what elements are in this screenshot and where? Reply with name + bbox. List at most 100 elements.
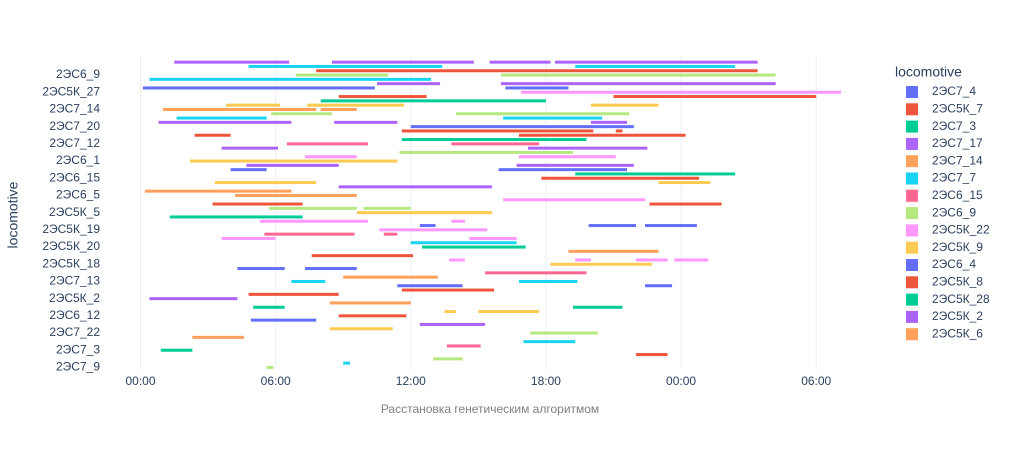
bar bbox=[588, 224, 637, 228]
legend-label[interactable]: 2ЭС7_7 bbox=[932, 171, 976, 185]
legend-swatch[interactable] bbox=[906, 224, 918, 237]
bar bbox=[636, 258, 668, 262]
bar bbox=[485, 271, 587, 275]
legend-swatch[interactable] bbox=[906, 189, 918, 202]
legend-label[interactable]: 2ЭС6_15 bbox=[932, 188, 983, 202]
legend-swatch[interactable] bbox=[906, 137, 918, 150]
legend-swatch[interactable] bbox=[906, 155, 918, 168]
legend-label[interactable]: 2ЭС7_3 bbox=[932, 119, 976, 133]
bar bbox=[397, 284, 463, 288]
bar bbox=[615, 129, 623, 133]
bar bbox=[329, 301, 411, 305]
bar bbox=[169, 215, 303, 219]
legend-label[interactable]: 2ЭС5К_22 bbox=[932, 223, 990, 237]
bar bbox=[163, 107, 317, 111]
y-tick-label: 2ЭС5К_2 bbox=[49, 291, 100, 305]
x-tick-label: 06:00 bbox=[801, 374, 831, 388]
legend-label[interactable]: 2ЭС5К_6 bbox=[932, 326, 983, 340]
bar bbox=[307, 103, 405, 107]
bar bbox=[590, 103, 659, 107]
bar bbox=[192, 335, 245, 339]
legend-swatch[interactable] bbox=[906, 276, 918, 289]
bar bbox=[226, 103, 281, 107]
bar bbox=[505, 86, 569, 90]
bar bbox=[194, 133, 231, 137]
bar bbox=[433, 357, 463, 361]
bar bbox=[410, 241, 517, 245]
x-tick-label: 18:00 bbox=[531, 374, 561, 388]
legend-label[interactable]: 2ЭС5К_28 bbox=[932, 292, 990, 306]
bar bbox=[311, 254, 414, 258]
legend-swatch[interactable] bbox=[906, 86, 918, 98]
legend-swatch[interactable] bbox=[906, 241, 918, 254]
bar bbox=[338, 95, 427, 99]
x-axis-title: Расстановка генетическим алгоритмом bbox=[381, 402, 599, 416]
y-tick-label: 2ЭС6_12 bbox=[49, 308, 100, 322]
legend-label[interactable]: 2ЭС5К_7 bbox=[932, 101, 983, 115]
legend-swatch[interactable] bbox=[906, 310, 918, 323]
bar bbox=[237, 267, 285, 271]
bar bbox=[190, 159, 398, 163]
legend-swatch[interactable] bbox=[906, 120, 918, 133]
bar bbox=[399, 150, 573, 154]
bar bbox=[636, 353, 668, 357]
bar bbox=[379, 228, 488, 232]
legend-swatch[interactable] bbox=[906, 103, 918, 116]
bar bbox=[250, 318, 317, 322]
bar bbox=[521, 90, 841, 94]
legend-label[interactable]: 2ЭС6_4 bbox=[932, 257, 976, 271]
bar bbox=[338, 314, 407, 318]
legend-label[interactable]: 2ЭС6_9 bbox=[932, 205, 976, 219]
bar bbox=[286, 142, 369, 146]
legend-swatch[interactable] bbox=[906, 328, 918, 341]
legend-label[interactable]: 2ЭС5К_8 bbox=[932, 274, 983, 288]
bar bbox=[221, 236, 276, 240]
legend-swatch[interactable] bbox=[906, 293, 918, 306]
y-tick-label: 2ЭС5К_5 bbox=[49, 205, 100, 219]
bar bbox=[291, 279, 326, 283]
x-tick-label: 06:00 bbox=[261, 374, 291, 388]
legend-label[interactable]: 2ЭС5К_2 bbox=[932, 309, 983, 323]
legend-swatch[interactable] bbox=[906, 259, 918, 271]
legend-swatch[interactable] bbox=[906, 207, 918, 220]
y-tick-label: 2ЭС6_9 bbox=[56, 67, 100, 81]
bar bbox=[469, 236, 517, 240]
bar bbox=[613, 95, 817, 99]
bar bbox=[658, 181, 711, 185]
bar bbox=[575, 258, 591, 262]
bar bbox=[674, 258, 709, 262]
bar bbox=[320, 107, 357, 111]
bar bbox=[401, 138, 587, 142]
bar bbox=[253, 305, 285, 309]
legend-label[interactable]: 2ЭС7_17 bbox=[932, 136, 983, 150]
bar bbox=[316, 69, 758, 73]
bar bbox=[575, 64, 736, 68]
bar bbox=[259, 219, 369, 223]
bar bbox=[246, 163, 339, 167]
bar bbox=[645, 284, 673, 288]
bar bbox=[645, 224, 697, 228]
y-tick-label: 2ЭС5К_19 bbox=[42, 222, 100, 236]
bar bbox=[419, 224, 436, 228]
legend-label[interactable]: 2ЭС7_14 bbox=[932, 153, 983, 167]
bar bbox=[530, 331, 598, 335]
bar bbox=[266, 365, 274, 369]
legend-title: locomotive bbox=[895, 64, 962, 80]
bar bbox=[444, 310, 456, 314]
bar bbox=[419, 322, 486, 326]
bar bbox=[149, 297, 238, 301]
bar bbox=[304, 155, 357, 159]
legend-swatch[interactable] bbox=[906, 172, 918, 185]
bar bbox=[498, 168, 628, 172]
bar bbox=[568, 249, 659, 253]
x-tick-label: 12:00 bbox=[396, 374, 426, 388]
bar bbox=[334, 120, 398, 124]
bar bbox=[451, 219, 465, 223]
legend-label[interactable]: 2ЭС7_4 bbox=[932, 84, 976, 98]
bar bbox=[356, 211, 492, 215]
bar bbox=[554, 60, 758, 64]
legend-label[interactable]: 2ЭС5К_9 bbox=[932, 240, 983, 254]
x-tick-label: 00:00 bbox=[666, 374, 696, 388]
bar bbox=[331, 60, 474, 64]
bar bbox=[518, 133, 686, 137]
